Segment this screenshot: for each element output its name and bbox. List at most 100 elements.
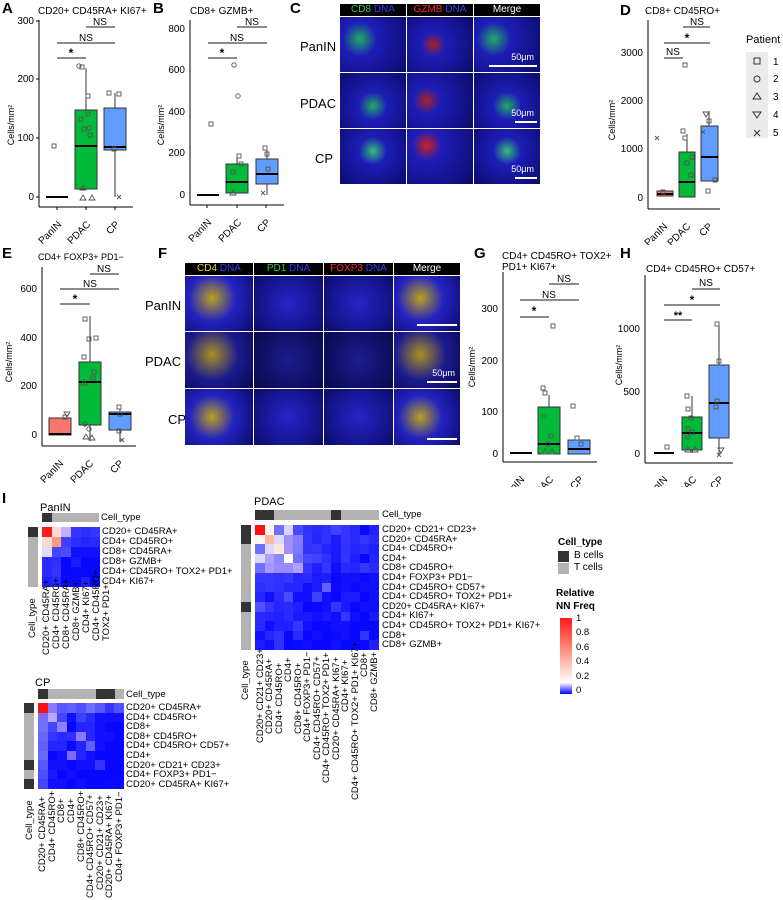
svg-text:Cells/mm²: Cells/mm²: [614, 345, 624, 386]
micrograph-tile: [394, 276, 460, 331]
svg-text:**: **: [674, 310, 683, 322]
celltype-annot-left: [241, 525, 251, 544]
svg-text:400: 400: [20, 333, 37, 344]
svg-text:CP: CP: [109, 458, 127, 476]
svg-text:NS: NS: [230, 33, 244, 44]
colorbar-ticks: 1 0.8 0.6 0.4 0.2 0: [576, 613, 590, 697]
micrograph-tile: [185, 332, 253, 388]
panel-label-e: E: [2, 245, 13, 262]
colorbar-title-line2: NN Freq: [556, 601, 595, 612]
heatmap-axis-label: Cell_type: [24, 800, 35, 840]
svg-text:Cells/mm²: Cells/mm²: [467, 347, 477, 388]
celltype-annot-top: [38, 689, 48, 699]
panel-a-title: CD20+ CD45RA+ KI67+: [38, 6, 147, 17]
celltype-annot-top: [52, 513, 99, 522]
panel-label-h: H: [620, 245, 631, 262]
celltype-legend-title: Cell_type: [558, 537, 603, 548]
svg-text:NS: NS: [93, 17, 107, 28]
celltype-annot-left: [28, 537, 38, 587]
celltype-annot-top: [255, 510, 274, 520]
celltype-annot-top: [341, 510, 379, 520]
heatmap-pdac-title: PDAC: [254, 496, 285, 508]
micrograph-tile: [340, 73, 406, 128]
svg-text:CP: CP: [569, 474, 587, 487]
svg-text:CP: CP: [256, 217, 274, 235]
panel-label-f: F: [158, 245, 168, 262]
micrograph-tile: [340, 129, 406, 184]
celltype-annot-left: [24, 779, 34, 789]
celltype-annot-top: [274, 510, 331, 520]
celltype-annot-top: [96, 689, 115, 699]
panel-f-header-4: Merge: [394, 263, 460, 275]
micrograph-tile: [185, 389, 253, 445]
svg-text:*: *: [690, 293, 695, 307]
celltype-annot-top: [331, 510, 341, 520]
svg-text:*: *: [532, 304, 537, 318]
svg-text:NS: NS: [690, 17, 704, 28]
svg-text:NS: NS: [97, 264, 111, 275]
svg-text:NS: NS: [699, 278, 713, 289]
panel-f-header-2: PD1 DNA: [254, 263, 323, 275]
svg-text:5: 5: [773, 128, 779, 139]
svg-text:*: *: [69, 46, 74, 60]
svg-text:4: 4: [773, 110, 779, 121]
svg-text:Cells/mm²: Cells/mm²: [156, 105, 166, 146]
t-cells-swatch: [558, 563, 569, 574]
svg-text:800: 800: [168, 24, 185, 35]
panel-label-i: I: [2, 490, 7, 507]
micrograph-tile: 50μm: [474, 17, 540, 72]
heatmap-panin-grid: [42, 527, 100, 587]
micrograph-tile: [254, 389, 323, 445]
svg-text:0: 0: [28, 192, 34, 203]
svg-text:0: 0: [179, 190, 185, 201]
svg-text:CP: CP: [709, 474, 727, 487]
svg-text:600: 600: [168, 65, 185, 76]
celltype-annot-top: [115, 689, 124, 699]
colorbar: [560, 618, 572, 694]
panel-c-row-label: PanIN: [300, 39, 337, 54]
panel-c-row-label: CP: [315, 151, 334, 166]
micrograph-tile: 50μm: [474, 73, 540, 128]
micrograph-tile: 50μm: [474, 129, 540, 184]
svg-text:PanIN: PanIN: [39, 458, 66, 485]
micrograph-tile: [254, 332, 323, 388]
celltype-annot-left: [24, 712, 34, 760]
micrograph-tile: [185, 276, 253, 331]
celltype-annot-label: Cell_type: [382, 509, 422, 520]
triangle-up-icon: [752, 92, 762, 100]
panel-label-c: C: [290, 0, 301, 17]
micrograph-tile: [254, 276, 323, 331]
svg-text:600: 600: [20, 284, 37, 295]
colorbar-title-line1: Relative: [556, 588, 595, 599]
celltype-annot-left: [241, 612, 251, 650]
panel-g-title-line2: PD1+ KI67+: [502, 262, 557, 273]
celltype-annot-top: [48, 689, 96, 699]
svg-text:Cells/mm²: Cells/mm²: [607, 100, 617, 141]
svg-text:1000: 1000: [621, 144, 644, 155]
heatmap-pdac-grid: [255, 525, 379, 650]
patient-legend-title: Patient: [746, 34, 781, 46]
y-axis-label: Cells/mm²: [6, 105, 16, 146]
micrograph-tile: [407, 129, 473, 184]
heatmap-cp-title: CP: [35, 677, 51, 689]
svg-text:CP: CP: [105, 219, 123, 237]
t-cells-label: T cells: [574, 562, 603, 573]
heatmap-col-label: CD4+ FOXP3+ PD1−: [114, 791, 125, 882]
svg-text:PanIN: PanIN: [643, 474, 670, 487]
svg-text:PDAC: PDAC: [66, 219, 93, 245]
svg-text:400: 400: [168, 107, 185, 118]
panel-b-title: CD8+ GZMB+: [190, 6, 254, 17]
micrograph-tile: [407, 17, 473, 72]
svg-text:CP: CP: [698, 221, 716, 239]
panel-c-micrographs: CD8 DNA GZMB DNA Merge PanIN PDAC CP: [290, 4, 540, 184]
svg-text:PDAC: PDAC: [529, 474, 556, 487]
svg-text:NS: NS: [83, 279, 97, 290]
celltype-annot-left: [28, 527, 38, 537]
heatmap-col-label: CD8+ GZMB+: [369, 651, 380, 712]
svg-text:200: 200: [20, 381, 37, 392]
panel-h-title: CD4+ CD45RO+ CD57+: [646, 264, 756, 275]
svg-text:NS: NS: [245, 17, 259, 28]
